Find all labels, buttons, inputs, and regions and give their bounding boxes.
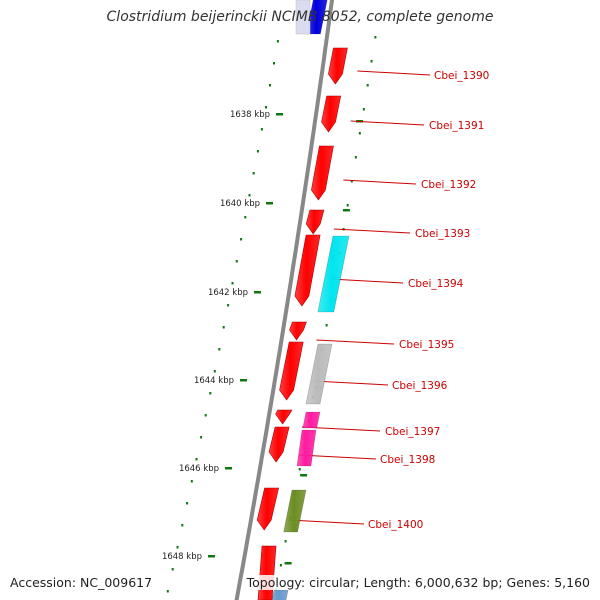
scale-dot xyxy=(231,282,234,285)
scale-dot xyxy=(350,180,353,183)
scale-dot xyxy=(190,480,193,483)
scale-tick-label: 1638 kbp xyxy=(230,110,270,120)
map-title: Clostridium beijerinckii NCIMB 8052, com… xyxy=(106,9,494,25)
scale-dot xyxy=(218,348,221,351)
scale-dot xyxy=(248,194,251,197)
scale-dot xyxy=(370,60,373,63)
scale-dot xyxy=(362,108,365,111)
scale-dot xyxy=(284,540,287,543)
gene-label-Cbei_1394[interactable]: Cbei_1394 xyxy=(408,278,464,290)
scale-tick-label: 1648 kbp xyxy=(162,552,202,562)
scale-dot xyxy=(298,468,301,471)
gene-label-Cbei_1395[interactable]: Cbei_1395 xyxy=(399,339,454,351)
scale-dot xyxy=(204,414,207,417)
pale-feature[interactable] xyxy=(295,0,311,35)
gene-label-line xyxy=(313,380,389,386)
gene-arrow-partial[interactable] xyxy=(257,545,277,600)
scale-dot xyxy=(256,150,259,153)
scale-dot xyxy=(227,304,230,307)
gene-label-Cbei_1393[interactable]: Cbei_1393 xyxy=(415,228,470,240)
scale-dot xyxy=(176,546,179,549)
scale-dot xyxy=(222,326,225,329)
scale-dot xyxy=(252,172,255,175)
scale-dot xyxy=(171,568,174,571)
scale-tick xyxy=(284,562,292,565)
scale-tick xyxy=(276,113,283,116)
scale-dot xyxy=(346,204,349,207)
scale-dot xyxy=(240,238,243,241)
scale-tick xyxy=(266,202,273,205)
gene-arrow-Cbei_1397[interactable] xyxy=(275,409,293,425)
scale-tick-label: 1646 kbp xyxy=(179,464,219,474)
gene-label-Cbei_1400[interactable]: Cbei_1400 xyxy=(368,519,423,531)
gene-arrow-Cbei_1390[interactable] xyxy=(328,47,348,85)
scale-dot xyxy=(166,590,169,593)
genome-summary: Topology: circular; Length: 6,000,632 bp… xyxy=(244,575,592,590)
scale-dot xyxy=(260,128,263,131)
scale-dot xyxy=(358,132,361,135)
gene-arrow-Cbei_1396[interactable] xyxy=(279,341,304,401)
scale-dot xyxy=(186,502,189,505)
gene-label-Cbei_1398[interactable]: Cbei_1398 xyxy=(380,454,435,466)
gene-label-Cbei_1391[interactable]: Cbei_1391 xyxy=(429,120,484,132)
accession-text: Accession: NC_009617 xyxy=(8,575,155,590)
scale-dot xyxy=(374,36,377,39)
gene-label-line xyxy=(330,278,404,284)
scale-dot xyxy=(213,370,216,373)
scale-dot xyxy=(279,564,282,567)
gene-arrow-Cbei_1392[interactable] xyxy=(311,145,334,201)
scale-dot xyxy=(276,40,279,43)
olive-feature[interactable] xyxy=(283,489,307,533)
gene-label-Cbei_1390[interactable]: Cbei_1390 xyxy=(434,70,489,82)
gene-label-Cbei_1396[interactable]: Cbei_1396 xyxy=(392,380,448,392)
scale-tick xyxy=(254,291,261,294)
scale-dot xyxy=(195,458,198,461)
scale-tick xyxy=(300,474,308,477)
gene-arrow-Cbei_1394[interactable] xyxy=(294,234,321,307)
scale-tick xyxy=(240,379,247,382)
scale-tick-label: 1640 kbp xyxy=(220,199,260,209)
scale-tick-label: 1644 kbp xyxy=(194,376,234,386)
scale-dot xyxy=(269,84,271,87)
gene-label-Cbei_1397[interactable]: Cbei_1397 xyxy=(385,426,440,438)
scale-dot xyxy=(181,524,184,527)
scale-dot xyxy=(325,324,328,327)
gene-label-Cbei_1392[interactable]: Cbei_1392 xyxy=(421,179,476,191)
magenta-feature[interactable] xyxy=(302,411,321,429)
scale-tick xyxy=(225,467,232,470)
scale-dot xyxy=(200,436,203,439)
scale-tick xyxy=(342,209,350,212)
gene-label-line xyxy=(288,519,365,525)
gene-arrow-Cbei_1393[interactable] xyxy=(305,209,325,235)
gray-feature[interactable] xyxy=(305,343,333,405)
scale-dot xyxy=(366,84,369,87)
scale-dot xyxy=(235,260,238,263)
scale-dot xyxy=(265,106,267,109)
cyan-feature[interactable] xyxy=(317,235,350,313)
scale-dot xyxy=(273,62,275,65)
magenta-feature[interactable] xyxy=(296,429,317,467)
gene-arrow-Cbei_1400[interactable] xyxy=(256,487,279,531)
gene-label-line xyxy=(343,179,417,185)
gene-arrow-Cbei_1391[interactable] xyxy=(321,95,342,133)
gene-label-line xyxy=(333,228,411,234)
lightblue-feature[interactable] xyxy=(270,589,289,600)
genome-backbone xyxy=(234,0,335,600)
scale-tick-label: 1642 kbp xyxy=(208,288,248,298)
scale-tick xyxy=(208,555,215,558)
scale-dot xyxy=(354,156,357,159)
gene-arrow-Cbei_1395[interactable] xyxy=(289,321,307,341)
gene-label-line xyxy=(350,120,425,126)
scale-dot xyxy=(209,392,212,395)
gene-label-line xyxy=(357,70,431,76)
gene-arrow-Cbei_1398[interactable] xyxy=(268,426,290,463)
scale-dot xyxy=(244,216,247,219)
gene-label-line xyxy=(316,339,395,345)
